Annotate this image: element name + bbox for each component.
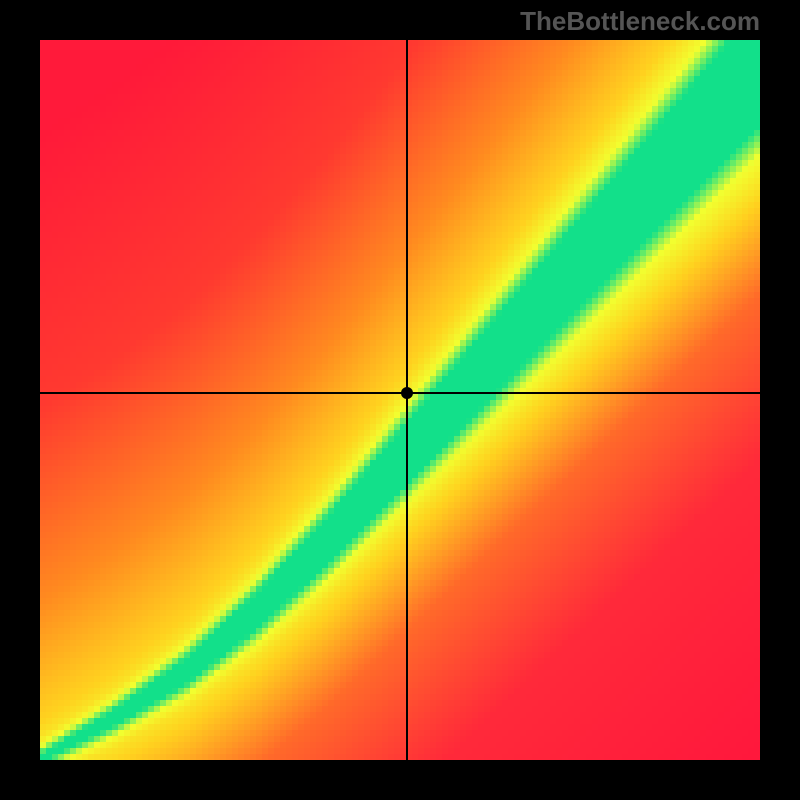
- bottleneck-heatmap: [40, 40, 760, 760]
- crosshair-vertical: [406, 40, 408, 760]
- chart-container: TheBottleneck.com: [0, 0, 800, 800]
- watermark-text: TheBottleneck.com: [520, 6, 760, 37]
- selection-marker: [401, 387, 413, 399]
- crosshair-horizontal: [40, 392, 760, 394]
